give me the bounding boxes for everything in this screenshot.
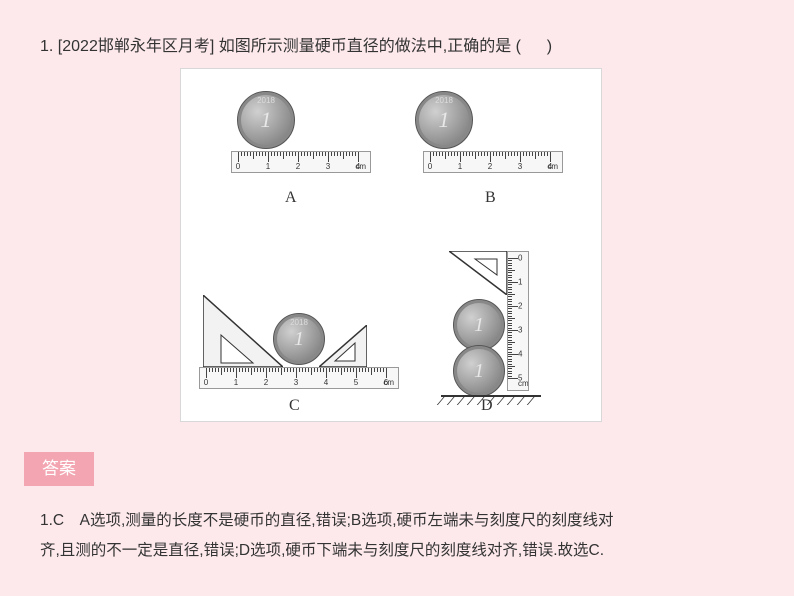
coin-one: 1 [261, 109, 272, 131]
label-a: A [285, 189, 297, 207]
coin-one: 1 [439, 109, 450, 131]
coin-year: 2018 [257, 96, 275, 105]
panel-c: 2018 1 0123456cm C [189, 247, 409, 417]
label-c: C [289, 397, 300, 415]
ruler-b: 01234cm [423, 151, 563, 173]
ruler-c: 0123456cm [199, 367, 399, 389]
question-source: [2022邯郸永年区月考] [58, 38, 215, 55]
answer-line-1: 1.C A选项,测量的长度不是硬币的直径,错误;B选项,硬币左端未与刻度尺的刻度… [40, 506, 754, 536]
coin-one: 1 [474, 315, 484, 335]
coin-year: 2018 [435, 96, 453, 105]
coin-d-bottom: 1 [453, 345, 505, 397]
figure-box: 2018 1 01234cm A 2018 1 01234cm B 2018 1… [180, 68, 602, 422]
coin-a: 2018 1 [237, 91, 295, 149]
paren-space [521, 38, 547, 55]
answer-tag: 答案 [24, 452, 94, 486]
panel-a: 2018 1 01234cm A [189, 77, 389, 237]
coin-one: 1 [294, 329, 304, 349]
triangle-d [449, 251, 507, 295]
panel-d: 012345cm 1 1 D [419, 247, 599, 417]
panel-b: 2018 1 01234cm B [399, 77, 599, 237]
coin-year: 2018 [290, 318, 308, 327]
label-b: B [485, 189, 496, 207]
answer-text: 1.C A选项,测量的长度不是硬币的直径,错误;B选项,硬币左端未与刻度尺的刻度… [40, 506, 754, 566]
coin-b: 2018 1 [415, 91, 473, 149]
label-d: D [481, 397, 493, 415]
answer-line-2: 齐,且测的不一定是直径,错误;D选项,硬币下端未与刻度尺的刻度线对齐,错误.故选… [40, 536, 754, 566]
question-number: 1. [40, 38, 53, 55]
coin-d-top: 1 [453, 299, 505, 351]
triangle-c-right [319, 325, 367, 367]
ruler-a: 01234cm [231, 151, 371, 173]
ruler-d: 012345cm [507, 251, 529, 391]
triangle-c-left [203, 295, 283, 367]
coin-one: 1 [474, 361, 484, 381]
paren-close: ) [547, 38, 552, 55]
question-stem: 如图所示测量硬币直径的做法中,正确的是 ( [219, 38, 521, 55]
question-line: 1. [2022邯郸永年区月考] 如图所示测量硬币直径的做法中,正确的是 ( ) [40, 32, 552, 56]
coin-c: 2018 1 [273, 313, 325, 365]
